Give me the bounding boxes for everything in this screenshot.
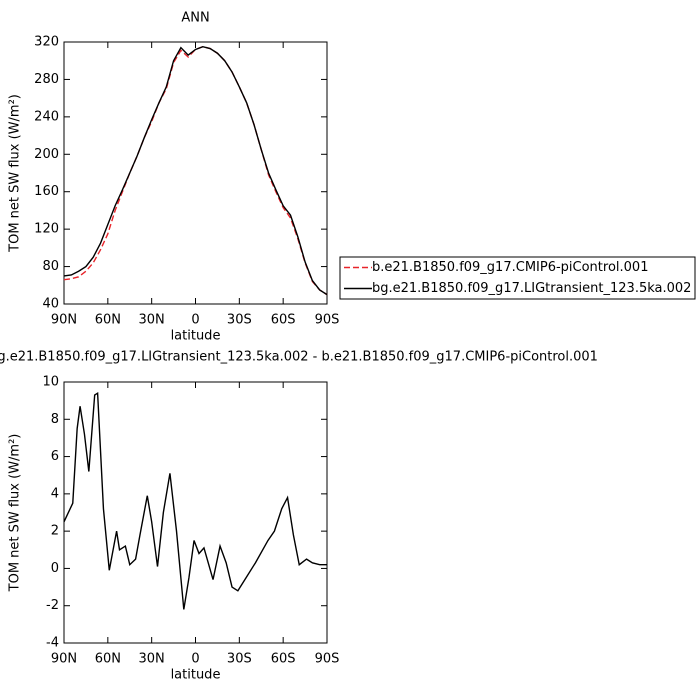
chart-title: bg.e21.B1850.f09_g17.LIGtransient_123.5k…: [0, 350, 598, 365]
x-tick-label: 0: [191, 652, 199, 667]
x-tick-label: 90N: [51, 652, 77, 667]
legend-box: [339, 256, 696, 300]
y-tick-label: 0: [51, 561, 59, 576]
y-tick-label: 120: [34, 222, 59, 237]
y-tick-label: 10: [42, 375, 59, 390]
y-tick-label: 40: [42, 297, 59, 312]
y-tick-label: 240: [34, 109, 59, 124]
x-axis-label: latitude: [171, 668, 221, 683]
y-tick-label: 8: [51, 412, 59, 427]
y-axis-label: TOM net SW flux (W/m²): [8, 94, 23, 253]
x-tick-label: 30N: [139, 652, 165, 667]
x-tick-label: 60N: [95, 313, 121, 328]
x-tick-label: 30S: [227, 313, 252, 328]
legend-label: bg.e21.B1850.f09_g17.LIGtransient_123.5k…: [372, 281, 691, 296]
y-tick-label: -4: [46, 636, 59, 651]
series-line: [63, 45, 328, 296]
y-tick-label: 80: [42, 259, 59, 274]
x-tick-label: 60S: [271, 652, 296, 667]
series-line: [63, 45, 328, 296]
y-tick-label: 200: [34, 147, 59, 162]
x-tick-label: 90N: [51, 313, 77, 328]
y-tick-label: -2: [46, 598, 59, 613]
y-tick-label: 6: [51, 449, 59, 464]
x-axis-label: latitude: [171, 329, 221, 344]
y-tick-label: 160: [34, 184, 59, 199]
x-tick-label: 30N: [139, 313, 165, 328]
y-tick-label: 2: [51, 524, 59, 539]
y-tick-label: 280: [34, 72, 59, 87]
x-tick-label: 90S: [315, 652, 340, 667]
x-tick-label: 0: [191, 313, 199, 328]
x-tick-label: 60S: [271, 313, 296, 328]
x-tick-label: 60N: [95, 652, 121, 667]
x-tick-label: 30S: [227, 652, 252, 667]
y-tick-label: 4: [51, 486, 59, 501]
chart-title: ANN: [181, 11, 209, 26]
x-tick-label: 90S: [315, 313, 340, 328]
y-axis-label: TOM net SW flux (W/m²): [8, 434, 23, 593]
series-line: [63, 391, 327, 610]
y-tick-label: 320: [34, 35, 59, 50]
plot-frame: [63, 41, 328, 305]
legend-label: b.e21.B1850.f09_g17.CMIP6-piControl.001: [372, 260, 648, 275]
